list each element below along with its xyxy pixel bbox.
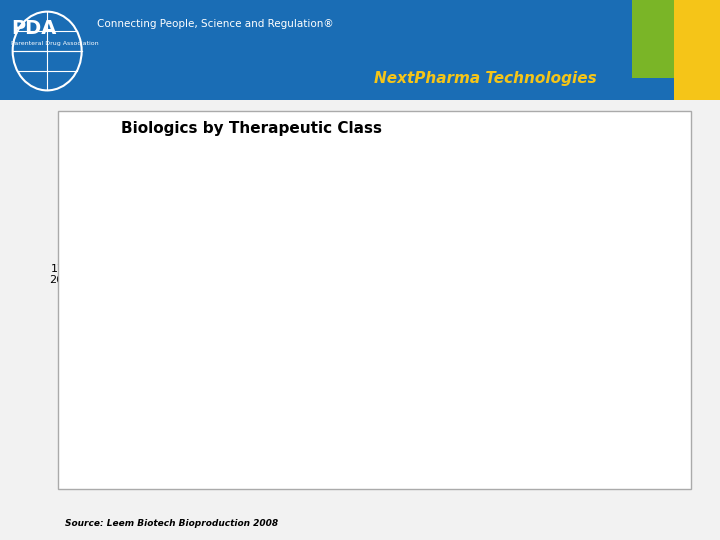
Text: Connecting People, Science and Regulation®: Connecting People, Science and Regulatio…	[97, 19, 334, 29]
Bar	[452, 247, 475, 270]
Text: 59
9%: 59 9%	[179, 127, 197, 148]
Text: Gene and cell therapies: Gene and cell therapies	[489, 369, 613, 380]
Text: Vaccines: Vaccines	[489, 254, 535, 264]
Text: Biologics by Therapeutic Class: Biologics by Therapeutic Class	[122, 122, 382, 137]
Wedge shape	[199, 310, 377, 451]
Bar	[452, 209, 475, 232]
Text: 180
27%: 180 27%	[360, 180, 384, 202]
Text: PDA: PDA	[11, 19, 56, 38]
Wedge shape	[97, 191, 238, 391]
Text: 184
27%: 184 27%	[324, 450, 349, 471]
Wedge shape	[163, 170, 238, 310]
Bar	[452, 363, 475, 386]
Text: 72
11%: 72 11%	[121, 446, 145, 468]
Text: 173
26%: 173 26%	[49, 264, 74, 285]
Text: NextPharma Technologies: NextPharma Technologies	[374, 71, 597, 86]
Text: Source: Leem Biotech Bioproduction 2008: Source: Leem Biotech Bioproduction 2008	[65, 519, 278, 529]
Wedge shape	[238, 170, 378, 328]
Text: Parenteral Drug Association: Parenteral Drug Association	[11, 40, 99, 45]
Wedge shape	[122, 310, 238, 446]
Text: Oligonucleotides: Oligonucleotides	[489, 293, 577, 302]
Bar	[452, 325, 475, 347]
Text: Mabs: Mabs	[489, 215, 516, 225]
Bar	[452, 286, 475, 309]
Text: Therapeutic Proteins: Therapeutic Proteins	[489, 331, 597, 341]
